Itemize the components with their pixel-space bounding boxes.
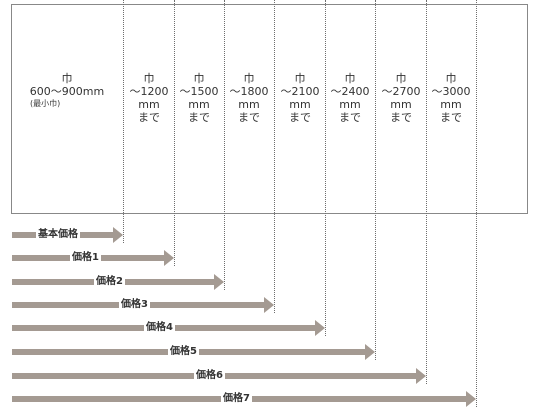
price-arrow: 価格3 bbox=[12, 297, 274, 313]
width-header-line: mm bbox=[188, 98, 210, 111]
arrow-head-icon bbox=[416, 368, 426, 384]
width-header-line: 〜1800 bbox=[229, 85, 269, 98]
width-header-line: 〜2100 bbox=[280, 85, 320, 98]
width-header-line: 巾 bbox=[143, 72, 155, 85]
width-header-line: mm bbox=[238, 98, 260, 111]
width-header-line: まで bbox=[238, 111, 260, 124]
width-header-line: まで bbox=[440, 111, 462, 124]
width-column-header: 巾 600〜900mm (最小巾) bbox=[22, 72, 112, 109]
arrow-head-icon bbox=[214, 274, 224, 290]
arrow-head-icon bbox=[315, 320, 325, 336]
minimum-width-note: (最小巾) bbox=[30, 99, 61, 108]
width-column-header: 巾〜2700 mm まで bbox=[356, 72, 446, 124]
price-label: 価格3 bbox=[119, 298, 150, 312]
price-label: 価格4 bbox=[144, 321, 175, 335]
column-divider-line bbox=[174, 0, 175, 266]
width-header-line: 巾 bbox=[193, 72, 205, 85]
width-column-header: 巾〜1200 mm まで bbox=[104, 72, 194, 124]
width-header-line: 〜1200 bbox=[129, 85, 169, 98]
width-header-line: 巾 bbox=[243, 72, 255, 85]
width-header-line: 〜3000 bbox=[431, 85, 471, 98]
width-header-line: mm bbox=[390, 98, 412, 111]
price-label: 基本価格 bbox=[36, 228, 80, 242]
width-header-line: 巾 bbox=[445, 72, 457, 85]
price-label: 価格1 bbox=[70, 251, 101, 265]
price-arrow: 価格4 bbox=[12, 320, 325, 336]
arrow-head-icon bbox=[466, 391, 476, 407]
width-header-line: 巾 bbox=[344, 72, 356, 85]
price-label: 価格5 bbox=[168, 345, 199, 359]
width-header-line: 600〜900mm bbox=[29, 85, 105, 98]
width-header-line: まで bbox=[289, 111, 311, 124]
price-arrow: 基本価格 bbox=[12, 227, 123, 243]
width-header-line: 巾 bbox=[395, 72, 407, 85]
width-header-line: まで bbox=[188, 111, 210, 124]
width-header-box bbox=[11, 4, 528, 214]
price-label: 価格6 bbox=[194, 369, 225, 383]
price-arrow: 価格2 bbox=[12, 274, 224, 290]
column-divider-line bbox=[325, 0, 326, 336]
width-header-line: まで bbox=[138, 111, 160, 124]
price-arrow: 価格5 bbox=[12, 344, 375, 360]
column-divider-line bbox=[224, 0, 225, 290]
price-arrow: 価格6 bbox=[12, 368, 426, 384]
column-divider-line bbox=[375, 0, 376, 360]
arrow-head-icon bbox=[264, 297, 274, 313]
width-header-line: 〜2700 bbox=[381, 85, 421, 98]
width-header-line: まで bbox=[339, 111, 361, 124]
price-label: 価格2 bbox=[94, 275, 125, 289]
width-header-line: mm bbox=[138, 98, 160, 111]
width-header-line: まで bbox=[390, 111, 412, 124]
column-divider-line bbox=[476, 0, 477, 407]
width-header-line: 〜1500 bbox=[179, 85, 219, 98]
width-header-line: 〜2400 bbox=[330, 85, 370, 98]
width-header-line: 巾 bbox=[61, 72, 73, 85]
price-arrow: 価格7 bbox=[12, 391, 476, 407]
price-arrow: 価格1 bbox=[12, 250, 174, 266]
width-column-header: 巾〜2100 mm まで bbox=[255, 72, 345, 124]
width-column-header: 巾〜3000 mm まで bbox=[406, 72, 496, 124]
column-divider-line bbox=[274, 0, 275, 313]
width-column-header: 巾〜1800 mm まで bbox=[204, 72, 294, 124]
price-label: 価格7 bbox=[221, 392, 252, 406]
width-header-line: mm bbox=[339, 98, 361, 111]
width-header-line: mm bbox=[289, 98, 311, 111]
arrow-head-icon bbox=[113, 227, 123, 243]
column-divider-line bbox=[123, 0, 124, 243]
arrow-head-icon bbox=[365, 344, 375, 360]
arrow-head-icon bbox=[164, 250, 174, 266]
column-divider-line bbox=[426, 0, 427, 384]
width-header-line: mm bbox=[440, 98, 462, 111]
width-column-header: 巾〜2400 mm まで bbox=[305, 72, 395, 124]
width-header-line: 巾 bbox=[294, 72, 306, 85]
width-column-header: 巾〜1500 mm まで bbox=[154, 72, 244, 124]
